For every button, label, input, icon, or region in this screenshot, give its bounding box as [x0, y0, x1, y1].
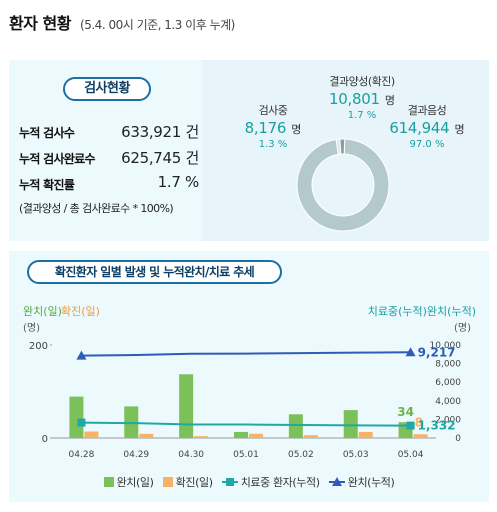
donut-label-negative-unit: 명 — [454, 123, 465, 136]
right-tick-label: 6,000 — [435, 378, 461, 388]
x-tick-label: 05.04 — [398, 450, 424, 460]
line-series — [76, 347, 416, 430]
left-tick-label: 200 — [29, 341, 48, 352]
bar-cured-daily — [69, 396, 84, 438]
donut-label-negative-percent: 97.0 % — [409, 139, 445, 150]
donut-label-positive-value: 10,801 — [329, 90, 380, 108]
stat-row-completed-tests: 누적 검사완료수 625,745 건 — [19, 147, 201, 167]
right-tick-label: 4,000 — [435, 397, 461, 407]
legend-item-confirmed-daily: 확진(일) — [162, 474, 213, 490]
stat-value: 625,745 건 — [121, 149, 199, 167]
donut-label-testing: 검사중 8,176 명 1.3 % — [237, 102, 309, 150]
donut-label-testing-percent: 1.3 % — [258, 139, 288, 150]
donut-label-positive: 결과양성(확진) 10,801 명 1.7 % — [302, 73, 422, 121]
donut-label-testing-unit: 명 — [291, 123, 302, 136]
stat-value: 1.7 % — [157, 173, 200, 191]
right-tick-label: 2,000 — [435, 415, 461, 425]
right-axis-unit: (명) — [454, 322, 471, 334]
bar-cured-daily — [179, 374, 194, 438]
test-status-panel: 검사현황 누적 검사수 633,921 건 누적 검사완료수 625,745 건… — [9, 60, 489, 241]
x-tick-label: 04.28 — [69, 450, 95, 460]
donut-slices — [296, 138, 390, 232]
right-tick-label: 8,000 — [435, 360, 461, 370]
donut-slice-positive — [339, 138, 346, 155]
trend-chart: 완치(일) 확진(일) (명) 치료중(누적)완치(누적) (명) 0 200 0… — [23, 304, 476, 460]
donut-label-negative-name: 결과음성 — [407, 104, 447, 117]
stat-value: 633,921 건 — [121, 123, 199, 141]
bar-confirmed-daily — [413, 434, 428, 438]
right-tick-label: 10,000 — [430, 341, 462, 351]
bar-confirmed-daily — [358, 431, 373, 438]
donut-slice-negative — [296, 138, 390, 232]
left-axis-title-cured: 완치(일) — [23, 304, 62, 318]
x-axis-ticks: 04.28 04.29 04.30 05.01 05.02 05.03 05.04 — [69, 450, 424, 460]
page-title: 환자 현황 — [9, 14, 71, 33]
stat-label: 누적 검사수 — [19, 126, 75, 140]
legend-item-treating-cumulative: 치료중 환자(누적) — [221, 474, 320, 490]
stat-row-positive-rate: 누적 확진률 1.7 % — [19, 173, 201, 193]
point-treating-cumulative — [77, 418, 86, 427]
bar-series — [69, 374, 428, 438]
legend-label: 확진(일) — [175, 476, 213, 489]
bar-confirmed-daily — [303, 435, 318, 438]
legend-label: 완치(일) — [116, 476, 154, 489]
right-tick-label: 0 — [455, 434, 461, 444]
donut-label-negative: 결과음성 614,944 명 97.0 % — [377, 102, 477, 150]
bar-cured-daily — [234, 431, 248, 438]
x-tick-label: 04.29 — [123, 450, 149, 460]
point-treating-cumulative — [406, 421, 415, 430]
legend-item-cured-daily: 완치(일) — [103, 474, 154, 490]
legend-swatch — [103, 477, 114, 487]
stat-label: 누적 검사완료수 — [19, 152, 96, 166]
test-result-donut — [296, 138, 390, 232]
annotation-cured-cumulative: 9,217 — [418, 345, 456, 359]
donut-label-positive-percent: 1.7 % — [347, 110, 377, 121]
legend-label: 치료중 환자(누적) — [240, 476, 320, 489]
legend-label: 완치(누적) — [347, 476, 395, 489]
donut-label-testing-value: 8,176 — [244, 119, 287, 137]
legend-swatch — [221, 478, 238, 486]
bar-confirmed-daily — [249, 433, 263, 438]
test-summary-box: 검사현황 누적 검사수 633,921 건 누적 검사완료수 625,745 건… — [9, 60, 202, 241]
x-tick-label: 05.03 — [343, 450, 369, 460]
legend-swatch — [328, 477, 345, 486]
left-tick-label: 0 — [42, 434, 48, 445]
positive-rate-note: (결과양성 / 총 검사완료수 * 100%) — [19, 202, 174, 215]
legend-item-cured-cumulative: 완치(누적) — [328, 474, 395, 490]
legend-swatch — [162, 477, 173, 487]
stat-label: 누적 확진률 — [19, 178, 75, 192]
trend-panel: 확진환자 일별 발생 및 누적완치/치료 추세 완치(일) 확진(일) (명) … — [9, 251, 489, 502]
stat-row-total-tests: 누적 검사수 633,921 건 — [19, 121, 201, 141]
bar-cured-daily — [288, 414, 303, 438]
donut-label-positive-unit: 명 — [384, 94, 395, 107]
left-axis-unit: (명) — [23, 322, 40, 334]
left-axis-title-confirmed: 확진(일) — [61, 304, 100, 318]
chart-legend: 완치(일) 확진(일) 치료중 환자(누적) 완치(누적) — [9, 474, 489, 490]
bar-confirmed-daily — [194, 436, 209, 438]
donut-label-positive-name: 결과양성(확진) — [329, 75, 395, 88]
right-axis-ticks: 0 2,000 4,000 6,000 8,000 10,000 — [430, 341, 462, 444]
donut-label-testing-name: 검사중 — [258, 104, 288, 117]
annotation-confirmed-daily: 8 — [415, 415, 423, 429]
bar-confirmed-daily — [84, 431, 99, 438]
bar-confirmed-daily — [139, 433, 154, 438]
left-axis-ticks: 0 200 — [29, 341, 52, 445]
line-treating-cumulative — [81, 421, 411, 427]
page-subtitle: (5.4. 00시 기준, 1.3 이후 누계) — [80, 18, 235, 32]
point-cured-cumulative — [405, 347, 416, 357]
page-header: 환자 현황 (5.4. 00시 기준, 1.3 이후 누계) — [9, 10, 235, 34]
x-tick-label: 05.01 — [233, 450, 259, 460]
donut-label-negative-value: 614,944 — [389, 119, 450, 137]
trend-badge: 확진환자 일별 발생 및 누적완치/치료 추세 — [27, 260, 282, 284]
x-tick-label: 05.02 — [288, 450, 314, 460]
x-tick-label: 04.30 — [178, 450, 204, 460]
point-cured-cumulative — [76, 350, 87, 360]
annotation-cured-daily: 34 — [397, 405, 414, 419]
right-axis-title: 치료중(누적)완치(누적) — [368, 305, 476, 318]
annotation-treating: 1,332 — [418, 419, 456, 433]
line-cured-cumulative — [81, 351, 411, 357]
test-status-badge: 검사현황 — [63, 77, 151, 101]
bar-cured-daily — [343, 410, 358, 438]
